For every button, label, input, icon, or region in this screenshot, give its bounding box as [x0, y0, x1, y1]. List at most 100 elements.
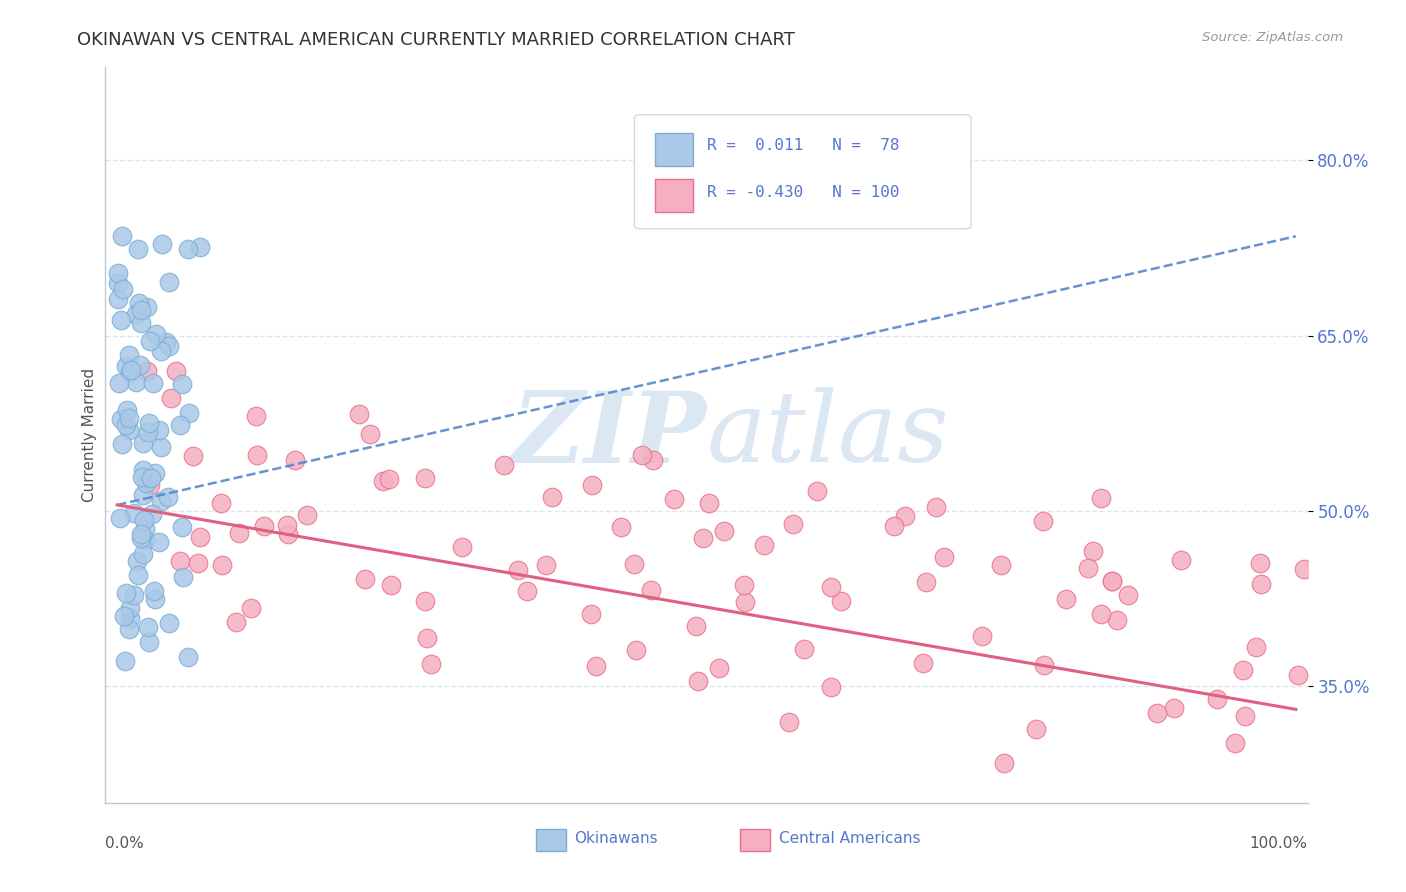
Point [883, 519, 905, 533]
Point [114, 418, 136, 433]
Point [246, 448, 269, 462]
Point [782, 516, 804, 531]
Point [117, 423, 139, 437]
Point [579, 607, 602, 622]
Point [1288, 667, 1310, 681]
Point [239, 601, 262, 615]
Point [225, 615, 247, 629]
Point [734, 595, 756, 609]
Point [640, 583, 662, 598]
Point [1077, 561, 1099, 575]
Point [187, 556, 209, 570]
Point [284, 452, 307, 467]
Point [585, 659, 607, 673]
Point [141, 471, 163, 485]
Point [114, 359, 136, 374]
Point [707, 661, 730, 675]
Point [697, 496, 720, 510]
Point [1090, 607, 1112, 621]
Point [1032, 514, 1054, 528]
Point [115, 403, 138, 417]
Point [915, 574, 938, 589]
Point [641, 452, 664, 467]
Point [912, 657, 935, 671]
Point [169, 417, 191, 432]
Point [276, 517, 298, 532]
Point [157, 339, 180, 353]
Point [416, 631, 439, 645]
Point [506, 563, 529, 577]
Point [112, 608, 135, 623]
Point [122, 588, 145, 602]
Point [692, 532, 714, 546]
Text: R =  0.011   N =  78: R = 0.011 N = 78 [707, 138, 898, 153]
Point [1163, 700, 1185, 714]
Point [924, 500, 946, 514]
Point [631, 448, 654, 462]
Point [118, 622, 141, 636]
Point [120, 363, 142, 377]
Point [141, 376, 163, 390]
Point [150, 493, 173, 508]
Point [1292, 562, 1315, 576]
Point [354, 573, 377, 587]
Point [132, 547, 155, 561]
Point [150, 440, 173, 454]
Text: atlas: atlas [707, 387, 949, 483]
Point [806, 484, 828, 499]
Point [610, 520, 633, 534]
Point [990, 558, 1012, 572]
Point [347, 408, 370, 422]
Point [115, 586, 138, 600]
Point [934, 550, 956, 565]
Point [1083, 544, 1105, 558]
Point [118, 410, 141, 425]
Point [228, 526, 250, 541]
Point [295, 508, 318, 522]
Point [131, 470, 153, 484]
Text: OKINAWAN VS CENTRAL AMERICAN CURRENTLY MARRIED CORRELATION CHART: OKINAWAN VS CENTRAL AMERICAN CURRENTLY M… [77, 31, 796, 49]
Point [581, 478, 603, 492]
Point [793, 641, 815, 656]
Point [138, 635, 160, 649]
Point [188, 240, 211, 254]
Point [177, 406, 200, 420]
Point [359, 427, 381, 442]
Point [134, 533, 156, 547]
Point [172, 520, 194, 534]
Point [129, 526, 152, 541]
Point [150, 237, 173, 252]
Point [138, 334, 160, 348]
Point [253, 518, 276, 533]
Point [145, 327, 167, 342]
Point [157, 490, 180, 504]
Point [145, 466, 167, 480]
Point [132, 488, 155, 502]
Point [662, 491, 685, 506]
Point [169, 554, 191, 568]
Point [1101, 574, 1123, 589]
Point [1249, 557, 1271, 571]
Point [1244, 640, 1267, 654]
Point [157, 616, 180, 631]
Point [820, 680, 842, 694]
Point [688, 673, 710, 688]
Point [380, 578, 402, 592]
Point [127, 568, 149, 582]
Point [111, 437, 134, 451]
Point [135, 300, 157, 314]
Point [516, 584, 538, 599]
Point [136, 363, 159, 377]
Point [1232, 663, 1254, 677]
Point [1101, 574, 1123, 589]
Point [129, 531, 152, 545]
Point [129, 316, 152, 330]
FancyBboxPatch shape [655, 179, 693, 212]
Point [125, 307, 148, 321]
Point [124, 506, 146, 520]
Point [492, 458, 515, 472]
Point [111, 229, 134, 244]
Point [534, 558, 557, 572]
Point [1319, 731, 1341, 746]
Point [778, 715, 800, 730]
